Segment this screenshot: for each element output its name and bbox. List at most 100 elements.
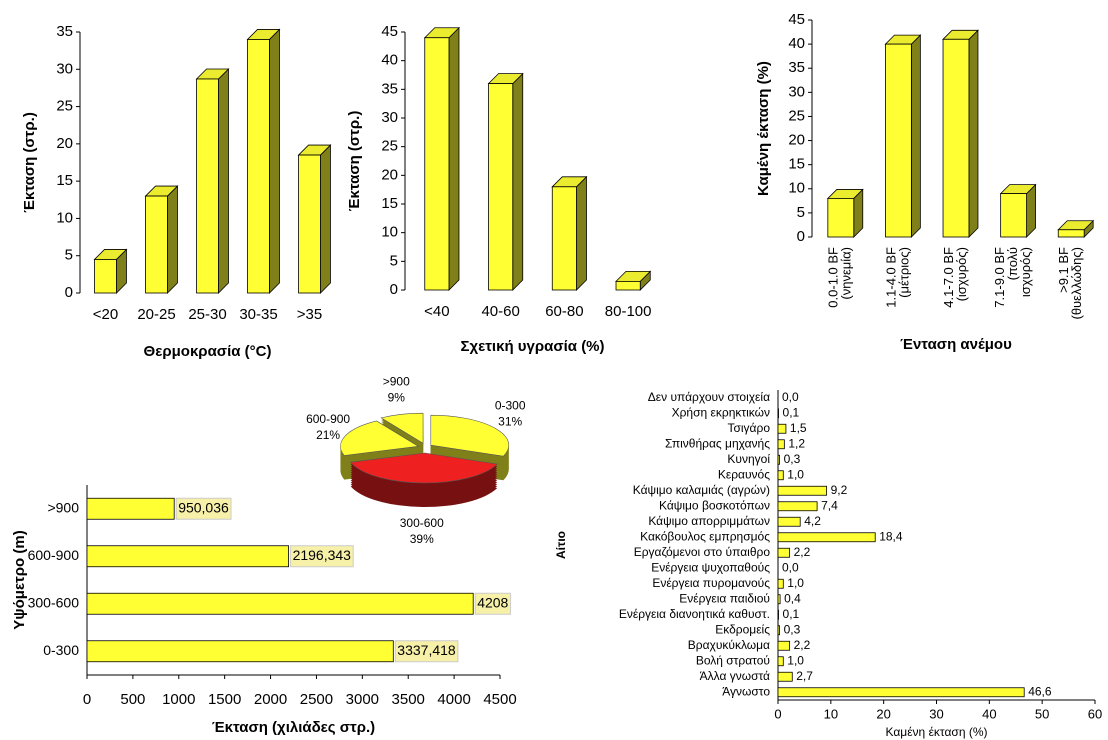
bar-side bbox=[576, 175, 587, 291]
bar bbox=[777, 578, 784, 589]
y-tick-label: Κάψιμο απορριμμάτων bbox=[648, 514, 770, 528]
y-tick-label: 0 bbox=[65, 284, 73, 301]
bar-front bbox=[196, 78, 219, 294]
y-axis-title: Καμένη έκταση (%) bbox=[755, 61, 772, 196]
value-label: 1,2 bbox=[788, 436, 805, 450]
x-tick-label: 500 bbox=[120, 691, 145, 708]
pie-label: 600-900 bbox=[306, 412, 350, 426]
x-tick-label: 50 bbox=[1035, 706, 1049, 721]
x-tick-label: 80-100 bbox=[605, 303, 652, 320]
bar-side bbox=[910, 34, 921, 238]
y-tick-label: 25 bbox=[56, 98, 73, 115]
y-tick-label: Εργαζόμενοι στο ύπαιθρο bbox=[634, 545, 771, 559]
x-axis-title: Θερμοκρασία (°C) bbox=[144, 343, 272, 360]
y-tick-label: 0 bbox=[390, 281, 398, 298]
bar bbox=[777, 547, 791, 558]
x-tick-label: 60 bbox=[1088, 706, 1102, 721]
bar bbox=[777, 671, 793, 682]
pie-label: >900 bbox=[383, 375, 410, 389]
y-tick-label: 10 bbox=[788, 180, 805, 197]
bar bbox=[777, 656, 784, 667]
y-tick-label: Εκδρομείς bbox=[715, 622, 770, 636]
x-tick-label: (μέτριος) bbox=[896, 247, 911, 298]
x-tick-label: 4500 bbox=[483, 691, 516, 708]
x-tick-label: 0 bbox=[774, 706, 781, 721]
bar bbox=[86, 497, 175, 520]
y-tick-label: 15 bbox=[381, 195, 398, 212]
x-tick-label: 20-25 bbox=[137, 306, 175, 323]
y-axis-title: Υψόμετρο (m) bbox=[11, 530, 28, 629]
bar bbox=[86, 592, 474, 615]
y-tick-label: Κάψιμο βοσκοτόπων bbox=[659, 498, 770, 512]
x-tick-label: 20 bbox=[876, 706, 890, 721]
x-tick-label: 2000 bbox=[254, 691, 287, 708]
value-label: 0,0 bbox=[782, 560, 799, 574]
bar bbox=[777, 625, 780, 636]
bar bbox=[777, 454, 780, 465]
x-tick-label: 2500 bbox=[300, 691, 333, 708]
value-label: 2,7 bbox=[796, 669, 813, 683]
y-tick-label: 35 bbox=[381, 80, 398, 97]
y-tick-label: Άγνωστο bbox=[722, 684, 770, 698]
y-tick-label: 5 bbox=[65, 247, 73, 264]
y-tick-label: Σπινθήρας μηχανής bbox=[665, 436, 770, 450]
bar-side bbox=[512, 72, 524, 291]
y-tick-label: Βολή στρατού bbox=[696, 653, 770, 667]
x-tick-label: <40 bbox=[424, 303, 449, 320]
value-label: 1,0 bbox=[787, 576, 804, 590]
bar-front bbox=[885, 43, 912, 238]
y-tick-label: 40 bbox=[788, 35, 805, 52]
x-tick-label: (πολύ bbox=[1005, 247, 1020, 280]
value-label-box bbox=[175, 497, 232, 520]
value-label: 0,4 bbox=[784, 591, 801, 605]
bar-front bbox=[1000, 193, 1027, 238]
pie-slice-top bbox=[340, 420, 420, 456]
y-tick-label: Κάψιμο καλαμιάς (αγρών) bbox=[633, 483, 770, 497]
x-tick-label: 40 bbox=[982, 706, 996, 721]
y-tick-label: Ενέργεια διανοητικά καθυστ. bbox=[619, 607, 770, 621]
value-label: 0,3 bbox=[784, 622, 801, 636]
x-tick-label: 10 bbox=[824, 706, 838, 721]
bar bbox=[1057, 219, 1095, 238]
value-label: 3337,418 bbox=[397, 642, 456, 658]
bar bbox=[826, 188, 864, 238]
bar-side bbox=[968, 29, 979, 238]
value-label: 1,5 bbox=[790, 421, 807, 435]
y-axis-title: Έκταση (στρ.) bbox=[21, 112, 38, 213]
x-axis-title: Καμένη έκταση (%) bbox=[886, 725, 988, 739]
y-tick-label: 0-300 bbox=[43, 642, 79, 658]
x-tick-label: 1.1-4.0 BF bbox=[883, 247, 898, 308]
bar-front bbox=[615, 280, 641, 291]
value-label: 1,0 bbox=[787, 467, 804, 481]
bar bbox=[777, 687, 1025, 698]
y-axis-title: Έκταση (στρ.) bbox=[346, 111, 363, 212]
bar bbox=[777, 501, 818, 512]
bar bbox=[777, 485, 828, 496]
x-tick-label: (θυελλώδης) bbox=[1069, 247, 1084, 319]
y-tick-label: Κακόβουλος εμπρησμός bbox=[640, 529, 770, 543]
bar bbox=[144, 185, 179, 294]
bar-side bbox=[167, 185, 178, 294]
y-tick-label: Άλλα γνωστά bbox=[700, 669, 770, 683]
y-tick-label: Ενέργεια ψυχοπαθούς bbox=[651, 560, 770, 574]
bar bbox=[999, 183, 1037, 238]
y-tick-label: 25 bbox=[788, 107, 805, 124]
y-tick-label: 15 bbox=[788, 156, 805, 173]
bar-front bbox=[827, 198, 855, 238]
y-tick-label: Ενέργεια πυρομανούς bbox=[652, 576, 770, 590]
bar-front bbox=[298, 154, 321, 294]
value-label: 46,6 bbox=[1028, 684, 1052, 698]
value-label: 4,2 bbox=[804, 514, 821, 528]
y-tick-label: 15 bbox=[56, 172, 73, 189]
y-tick-label: Κυνηγοί bbox=[727, 452, 770, 466]
y-tick-label: Ενέργεια παιδιού bbox=[679, 591, 770, 605]
y-tick-label: 35 bbox=[56, 23, 73, 40]
y-tick-label: 30 bbox=[56, 60, 73, 77]
y-tick-label: 40 bbox=[381, 52, 398, 69]
y-tick-label: Χρήση εκρηκτικών bbox=[672, 405, 770, 419]
bar bbox=[777, 516, 801, 527]
x-tick-label: 1000 bbox=[162, 691, 195, 708]
pie-value-label: 9% bbox=[388, 391, 406, 405]
x-axis-title: Ένταση ανέμου bbox=[900, 336, 1012, 353]
value-label: 2,2 bbox=[794, 638, 811, 652]
